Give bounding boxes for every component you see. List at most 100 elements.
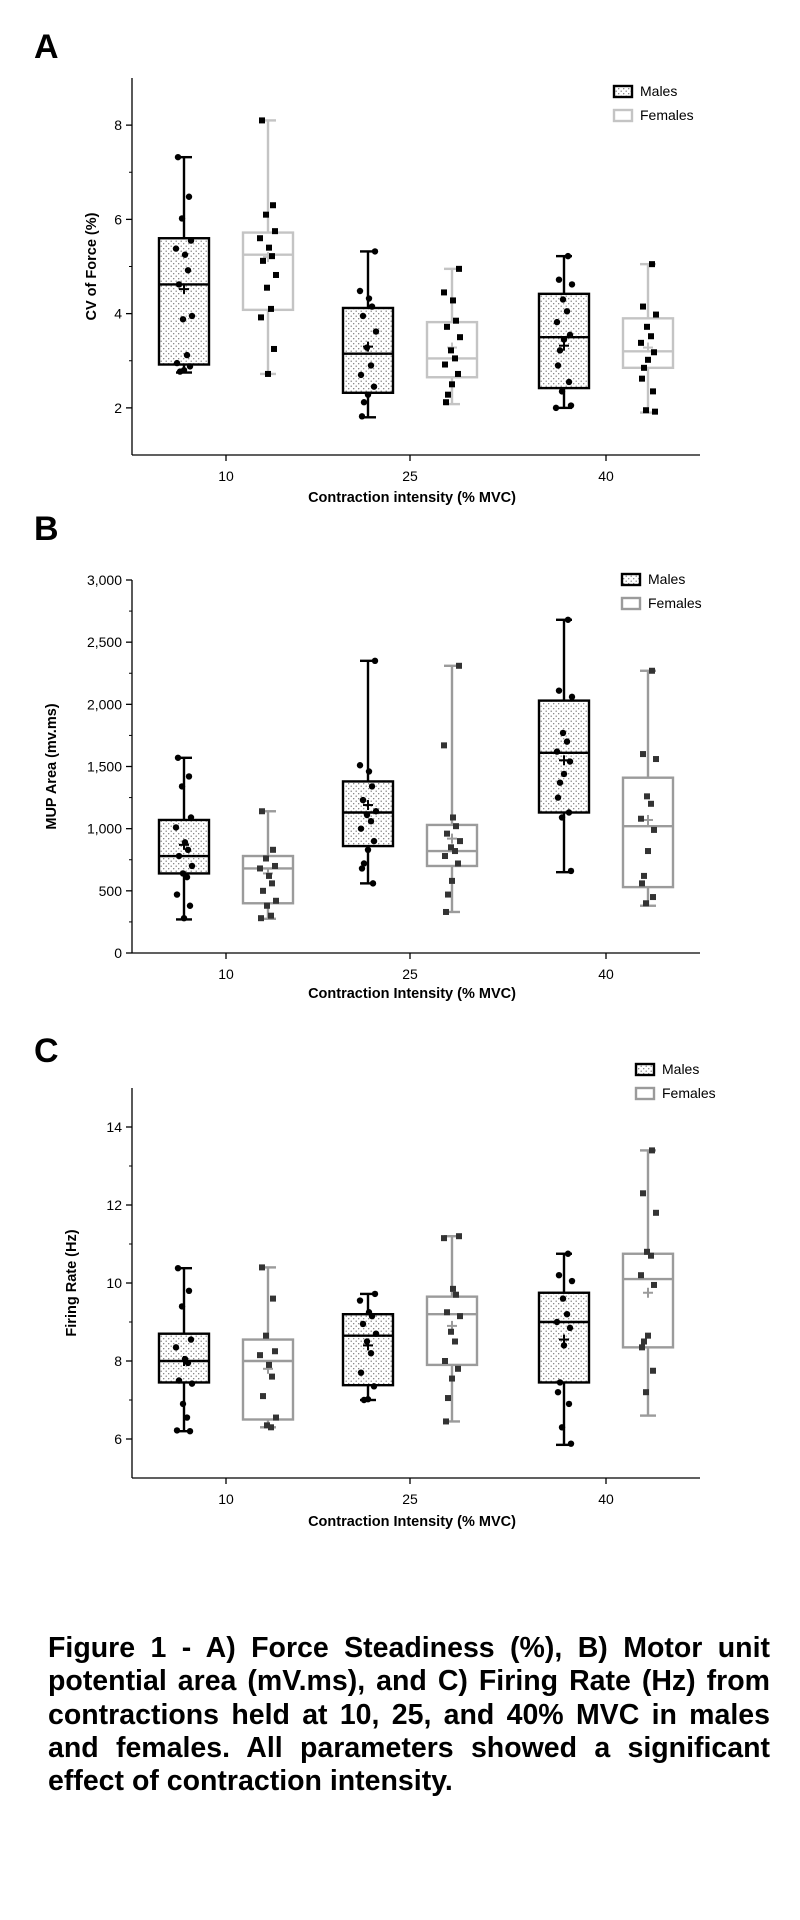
data-point — [651, 1281, 657, 1288]
x-tick-label: 10 — [218, 468, 234, 484]
y-tick-label: 1,500 — [87, 759, 122, 775]
data-point — [187, 237, 195, 244]
data-point — [363, 344, 371, 351]
data-point — [649, 261, 655, 268]
box-females-40 — [621, 1147, 675, 1417]
data-point — [265, 370, 271, 377]
data-point — [371, 248, 379, 255]
panel-letter: B — [34, 510, 59, 548]
data-point — [181, 839, 189, 846]
legend-item-females: Females — [612, 107, 694, 123]
data-point — [172, 1344, 180, 1351]
x-tick-label: 25 — [402, 1491, 418, 1507]
x-tick-label: 40 — [598, 468, 614, 484]
panel-b: B 0 500 1,000 1,500 2,000 2,500 3,000 10 25 40 Con… — [0, 510, 800, 1030]
data-point — [566, 331, 574, 339]
data-point — [554, 362, 562, 369]
x-axis-label: Contraction intensity (% MVC) — [308, 490, 516, 506]
y-tick-label: 6 — [114, 211, 122, 227]
data-point — [368, 303, 376, 310]
data-point — [568, 693, 576, 701]
data-point — [565, 378, 573, 386]
data-point — [357, 371, 365, 379]
data-point — [371, 1290, 379, 1298]
data-point — [650, 894, 656, 901]
data-point — [358, 865, 366, 872]
data-point — [364, 846, 372, 854]
x-tick-label: 25 — [402, 468, 418, 484]
data-point — [643, 1389, 649, 1396]
legend-item-females: Females — [620, 595, 702, 611]
legend-swatch — [620, 572, 642, 587]
y-tick-label: 500 — [99, 883, 123, 899]
data-point — [645, 1332, 651, 1339]
data-point — [651, 349, 657, 356]
data-point — [272, 1348, 278, 1355]
y-tick-label: 14 — [106, 1119, 122, 1135]
data-point — [360, 860, 368, 867]
x-tick-label: 10 — [218, 966, 234, 982]
data-point — [357, 825, 365, 832]
data-point — [259, 808, 265, 815]
y-tick-label: 3,000 — [87, 572, 122, 588]
panel-a: A 2 4 6 8 10 25 40 Contraction intensity (% MVC… — [0, 0, 800, 520]
data-point — [455, 860, 461, 867]
data-point — [553, 748, 561, 755]
data-point — [640, 303, 646, 310]
data-point — [568, 1277, 576, 1285]
data-point — [649, 667, 655, 674]
data-point — [172, 824, 180, 831]
box-females-25 — [425, 662, 479, 915]
data-point — [363, 811, 371, 819]
data-point — [442, 361, 448, 368]
data-point — [270, 1295, 276, 1302]
data-point — [441, 1235, 447, 1242]
data-point — [441, 742, 447, 749]
box-iqr — [621, 1252, 675, 1349]
x-axis-label: Contraction Intensity (% MVC) — [308, 1514, 516, 1530]
legend-swatch — [620, 596, 642, 611]
data-point — [639, 880, 645, 887]
data-point — [555, 1272, 563, 1279]
panel-letter: C — [34, 1032, 59, 1070]
data-point — [260, 887, 266, 894]
data-point — [263, 211, 269, 218]
legend-swatch — [634, 1062, 656, 1077]
data-point — [560, 336, 568, 343]
legend-label: Females — [648, 595, 702, 611]
data-point — [187, 1336, 195, 1343]
data-point — [444, 1309, 450, 1316]
data-point — [449, 381, 455, 388]
legend-item-males: Males — [634, 1061, 699, 1077]
data-point — [449, 1375, 455, 1382]
data-point — [187, 814, 195, 821]
data-point — [178, 783, 186, 790]
data-point — [441, 289, 447, 296]
data-point — [175, 1377, 183, 1384]
legend-swatch — [634, 1086, 656, 1101]
data-point — [644, 1248, 650, 1255]
data-point — [184, 267, 192, 274]
data-point — [174, 1264, 182, 1272]
data-point — [184, 1359, 192, 1367]
data-point — [653, 1209, 659, 1216]
box-females-25 — [425, 265, 479, 406]
data-point — [648, 800, 654, 807]
data-point — [260, 257, 266, 264]
data-point — [268, 912, 274, 919]
data-point — [648, 1252, 654, 1259]
data-point — [450, 297, 456, 304]
data-point — [552, 404, 560, 412]
data-point — [455, 1365, 461, 1372]
data-point — [554, 794, 562, 801]
y-tick-label: 12 — [106, 1197, 122, 1213]
legend-label: Females — [662, 1085, 716, 1101]
box-females-10 — [241, 117, 295, 377]
data-point — [268, 1424, 274, 1431]
y-axis-label: MUP Area (mv.ms) — [44, 703, 60, 829]
data-point — [649, 1147, 655, 1154]
data-point — [358, 413, 366, 420]
y-tick-label: 1,000 — [87, 821, 122, 837]
data-point — [450, 1285, 456, 1292]
data-point — [553, 318, 561, 326]
